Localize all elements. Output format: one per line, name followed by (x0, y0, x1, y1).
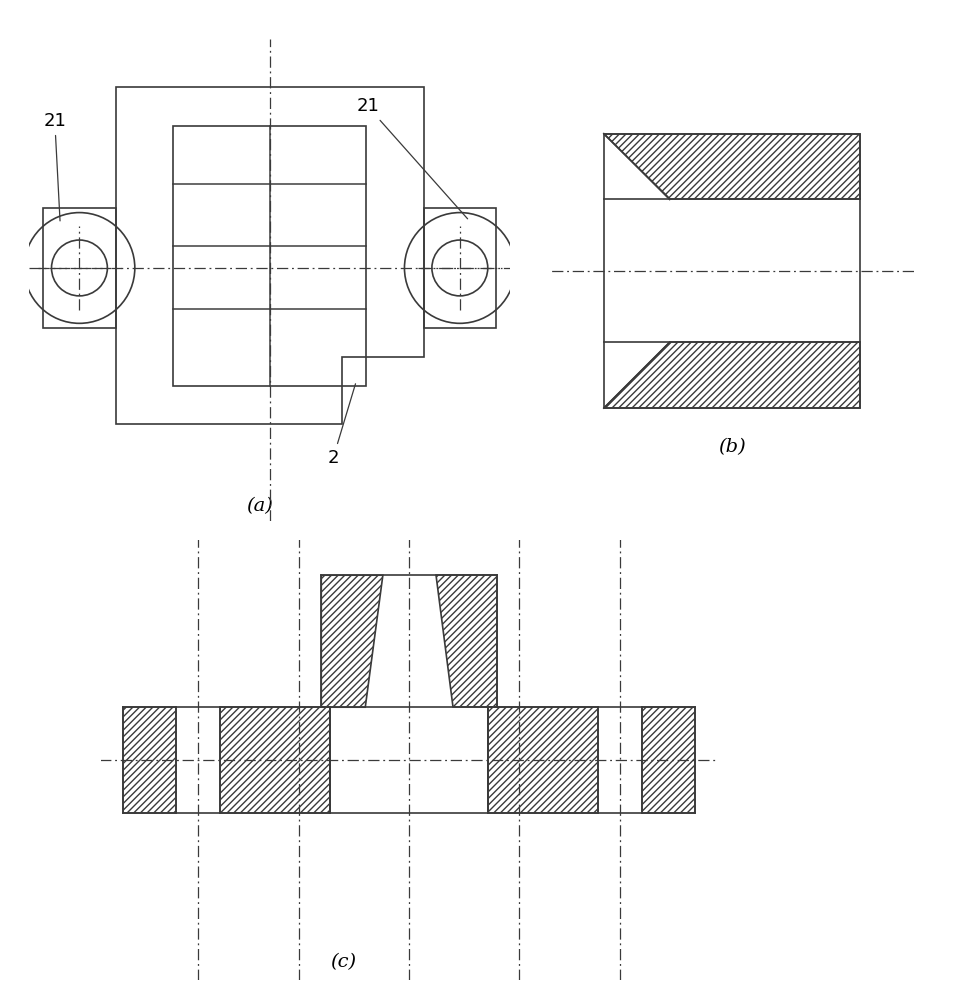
Polygon shape (221, 707, 330, 813)
Polygon shape (435, 575, 497, 707)
Polygon shape (123, 707, 176, 813)
Text: (c): (c) (330, 953, 356, 971)
Polygon shape (604, 342, 860, 408)
Text: (a): (a) (247, 497, 273, 515)
Polygon shape (604, 134, 860, 199)
Polygon shape (488, 707, 598, 813)
Text: (b): (b) (718, 438, 745, 456)
Text: 2: 2 (327, 384, 355, 467)
Polygon shape (642, 707, 695, 813)
Text: 21: 21 (43, 112, 66, 221)
Text: 21: 21 (356, 97, 468, 219)
Polygon shape (322, 575, 383, 707)
